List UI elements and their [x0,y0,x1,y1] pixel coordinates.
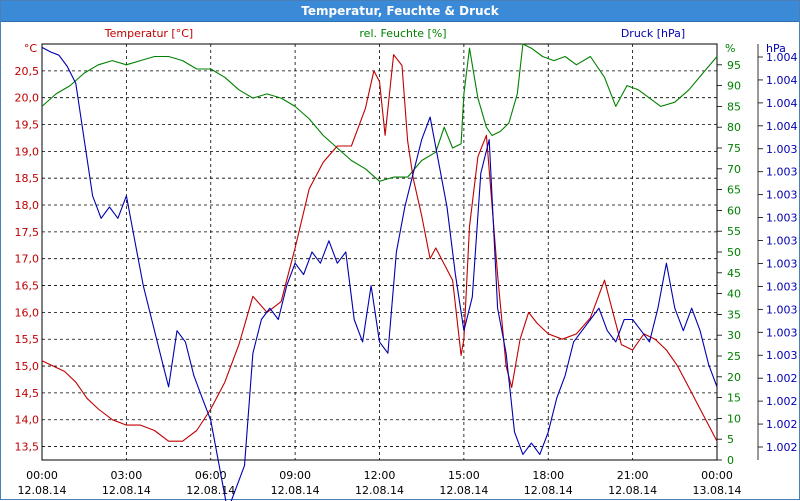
temp-tick-label: 19,5 [15,119,40,132]
pressure-tick-label: 1.004 [766,74,798,87]
x-tick-time: 21:00 [617,469,649,482]
pressure-tick-label: 1.002 [766,372,798,385]
x-tick-date: 12.08.14 [524,484,573,497]
temp-tick-label: 18,0 [15,199,40,212]
humidity-tick-label: 30 [727,329,741,342]
pressure-axis-title: Druck [hPa] [621,27,685,40]
x-tick-date: 12.08.14 [439,484,488,497]
x-tick-date: 12.08.14 [102,484,151,497]
humidity-axis-title: rel. Feuchte [%] [359,27,446,40]
x-tick-time: 12:00 [364,469,396,482]
pressure-tick-label: 1.003 [766,326,798,339]
x-tick-date: 12.08.14 [355,484,404,497]
pressure-tick-label: 1.004 [766,120,798,133]
x-tick-date: 12.08.14 [271,484,320,497]
humidity-tick-label: 15 [727,392,741,405]
x-tick-time: 00:00 [26,469,58,482]
temp-tick-label: 14,0 [15,414,40,427]
x-tick-date: 12.08.14 [608,484,657,497]
x-tick-date: 12.08.14 [186,484,235,497]
x-tick-date: 13.08.14 [693,484,742,497]
humidity-tick-label: 35 [727,308,741,321]
pressure-tick-label: 1.004 [766,97,798,110]
pressure-tick-label: 1.003 [766,235,798,248]
humidity-tick-label: 90 [727,80,741,93]
humidity-tick-label: 95 [727,59,741,72]
x-tick-time: 09:00 [279,469,311,482]
humidity-tick-label: 45 [727,267,741,280]
humidity-tick-label: 5 [727,433,734,446]
pressure-tick-label: 1.003 [766,212,798,225]
temp-tick-label: 17,5 [15,226,40,239]
x-tick-time: 06:00 [195,469,227,482]
pressure-tick-label: 1.003 [766,349,798,362]
humidity-tick-label: 65 [727,184,741,197]
humidity-tick-label: 75 [727,142,741,155]
pressure-tick-label: 1.003 [766,166,798,179]
pressure-tick-label: 1.004 [766,51,798,64]
temp-tick-label: 19,0 [15,145,40,158]
temp-axis-title: Temperatur [°C] [104,27,193,40]
temp-tick-label: 17,0 [15,253,40,266]
humidity-tick-label: 50 [727,246,741,259]
humidity-unit-label: % [725,42,735,55]
window-title: Temperatur, Feuchte & Druck [301,4,499,18]
humidity-tick-label: 10 [727,412,741,425]
humidity-tick-label: 60 [727,204,741,217]
humidity-tick-label: 40 [727,288,741,301]
pressure-tick-label: 1.002 [766,418,798,431]
title-bar: Temperatur, Feuchte & Druck [1,1,799,22]
humidity-series-line [41,43,718,182]
humidity-tick-label: 20 [727,371,741,384]
temp-tick-label: 20,0 [15,92,40,105]
pressure-tick-label: 1.003 [766,303,798,316]
pressure-tick-label: 1.003 [766,189,798,202]
temp-tick-label: 13,5 [15,441,40,454]
pressure-series-line [41,46,718,501]
temp-tick-label: 16,0 [15,306,40,319]
pressure-unit-label: hPa [766,42,786,55]
x-tick-time: 00:00 [701,469,733,482]
x-tick-time: 18:00 [532,469,564,482]
temp-tick-label: 18,5 [15,172,40,185]
humidity-tick-label: 80 [727,121,741,134]
pressure-tick-label: 1.003 [766,257,798,270]
pressure-tick-label: 1.003 [766,280,798,293]
humidity-tick-label: 25 [727,350,741,363]
temperature-series-line [41,54,718,442]
x-tick-time: 03:00 [111,469,143,482]
humidity-tick-label: 85 [727,100,741,113]
temp-tick-label: 15,0 [15,360,40,373]
temp-tick-label: 14,5 [15,387,40,400]
humidity-tick-label: 0 [727,454,734,467]
pressure-tick-label: 1.003 [766,143,798,156]
temp-tick-label: 15,5 [15,333,40,346]
humidity-tick-label: 70 [727,163,741,176]
temp-tick-label: 20,5 [15,65,40,78]
pressure-tick-label: 1.002 [766,395,798,408]
humidity-tick-label: 55 [727,225,741,238]
pressure-tick-label: 1.002 [766,441,798,454]
x-tick-date: 12.08.14 [18,484,67,497]
x-tick-time: 15:00 [448,469,480,482]
temp-tick-label: 16,5 [15,280,40,293]
temp-unit-label: °C [24,42,38,55]
